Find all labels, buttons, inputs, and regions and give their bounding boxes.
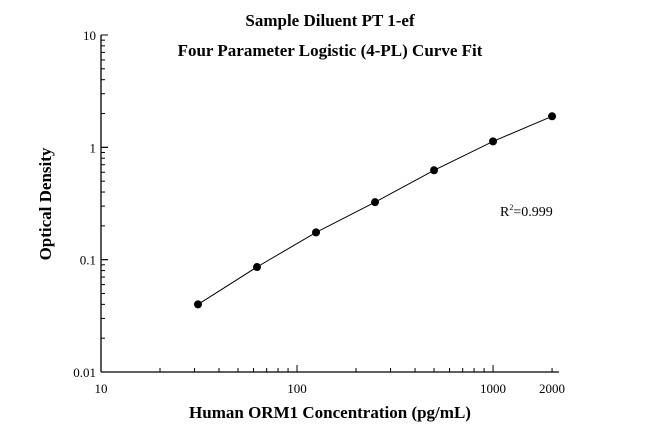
y-tick-label: 0.01 — [73, 365, 96, 380]
data-point — [371, 198, 380, 207]
x-tick-label: 1000 — [480, 381, 506, 396]
chart-title-line1: Sample Diluent PT 1-ef — [245, 11, 415, 30]
fit-curve — [197, 115, 553, 305]
r-squared-annotation: R2=0.999 — [500, 203, 553, 220]
data-point — [194, 300, 203, 309]
x-tick-label: 100 — [287, 381, 307, 396]
data-point — [312, 228, 321, 237]
y-tick-label: 0.1 — [80, 253, 96, 268]
data-point — [430, 166, 439, 175]
x-tick-label: 10 — [95, 381, 108, 396]
y-tick-label: 1 — [90, 140, 97, 155]
y-tick-label: 10 — [83, 28, 96, 43]
data-point — [489, 137, 498, 146]
chart-title-line2: Four Parameter Logistic (4-PL) Curve Fit — [178, 41, 483, 60]
y-axis-label: Optical Density — [36, 147, 55, 260]
x-tick-label: 2000 — [539, 381, 565, 396]
data-point — [548, 112, 557, 121]
x-axis-label: Human ORM1 Concentration (pg/mL) — [189, 403, 471, 422]
data-point — [253, 263, 262, 272]
